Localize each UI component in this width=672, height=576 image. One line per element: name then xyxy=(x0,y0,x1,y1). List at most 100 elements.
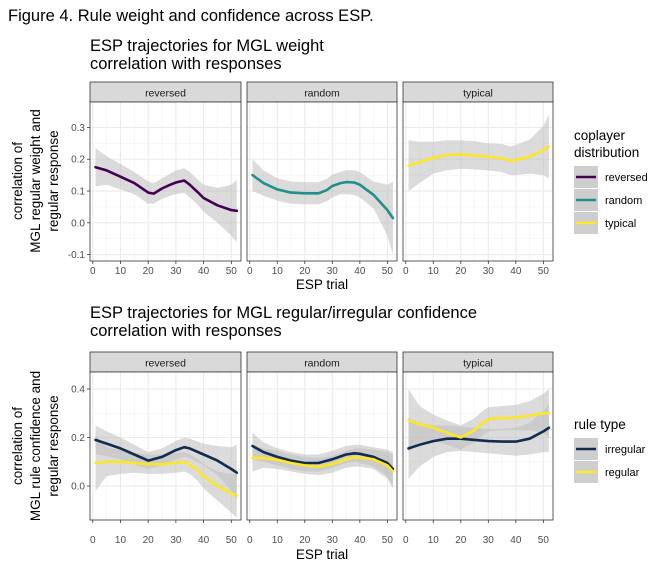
series-line-irregular xyxy=(251,444,395,471)
series-line-random xyxy=(251,173,395,220)
x-tick-label: 40 xyxy=(510,535,522,546)
plot-area xyxy=(251,432,395,489)
chart-title-line: ESP trajectories for MGL weight xyxy=(90,37,324,55)
facet-strip-label: reversed xyxy=(145,358,186,370)
series-line-regular xyxy=(407,411,551,439)
facet-strip-label: random xyxy=(304,358,340,370)
legend-label-typical: typical xyxy=(605,218,636,230)
panel-border xyxy=(89,371,242,521)
plot-area xyxy=(94,148,239,242)
x-tick-label: 40 xyxy=(354,535,366,546)
legend-label-random: random xyxy=(605,195,642,207)
y-axis-label-line: correlation of xyxy=(10,142,25,220)
x-tick-label: 20 xyxy=(455,535,467,546)
y-axis-label-line: MGL regular weight and xyxy=(28,109,43,253)
x-axis-label: ESP trial xyxy=(296,547,348,562)
panel-border xyxy=(246,371,398,521)
chart-2: ESP trajectories for MGL regular/irregul… xyxy=(10,304,646,562)
chart-1: ESP trajectories for MGL weightcorrelati… xyxy=(10,37,648,292)
panel-border xyxy=(402,101,554,262)
facet-random: random 0 10 20 30 40 50 xyxy=(246,351,398,546)
x-tick-label: 10 xyxy=(428,266,440,277)
x-tick-label: 10 xyxy=(115,535,127,546)
legend-title-line: coplayer xyxy=(574,128,626,143)
x-tick-label: 0 xyxy=(247,535,253,546)
chart-title-line: correlation with responses xyxy=(90,55,282,73)
confidence-ribbon-typical xyxy=(408,114,549,191)
chart-title-line: ESP trajectories for MGL regular/irregul… xyxy=(90,304,477,322)
legend-title-line: rule type xyxy=(574,417,626,432)
x-tick-label: 20 xyxy=(455,266,467,277)
y-axis-label-line: regular response xyxy=(46,395,61,496)
y-tick-label: 0.2 xyxy=(71,155,85,166)
legend-title-line: distribution xyxy=(574,145,639,160)
x-tick-label: 20 xyxy=(143,266,155,277)
x-tick-label: 50 xyxy=(382,535,394,546)
panel-background xyxy=(247,372,397,520)
x-tick-label: 30 xyxy=(170,266,182,277)
x-tick-label: 0 xyxy=(90,266,96,277)
series-line-regular xyxy=(251,456,395,473)
y-tick-label: 0.4 xyxy=(71,384,85,395)
y-tick-label: 0.2 xyxy=(71,433,85,444)
chart-title-line: correlation with responses xyxy=(90,322,282,340)
confidence-ribbon-regular xyxy=(408,389,549,453)
y-tick-label: -0.1 xyxy=(68,250,86,261)
panel-border xyxy=(89,101,242,262)
x-tick-label: 30 xyxy=(327,266,339,277)
x-tick-label: 40 xyxy=(198,266,210,277)
panel-border xyxy=(402,371,554,521)
legend: rule type irregular regular xyxy=(574,417,646,483)
series-line-irregular xyxy=(407,426,551,450)
y-axis-label-line: MGL rule confidence and xyxy=(28,371,43,521)
legend-label-irregular: irregular xyxy=(605,444,646,456)
plot-area xyxy=(407,389,551,479)
x-tick-label: 0 xyxy=(247,266,253,277)
facet-reversed: reversed 0 10 20 30 40 50 0.0 0.2 0.4 xyxy=(71,351,242,546)
legend-label-reversed: reversed xyxy=(605,172,648,184)
x-tick-label: 50 xyxy=(382,266,394,277)
x-tick-label: 20 xyxy=(299,535,311,546)
plot-area xyxy=(251,159,395,255)
plot-area xyxy=(94,425,239,518)
x-tick-label: 50 xyxy=(226,535,238,546)
x-tick-label: 10 xyxy=(272,535,284,546)
figure-caption: Figure 4. Rule weight and confidence acr… xyxy=(8,7,374,25)
facet-strip-label: reversed xyxy=(145,88,186,100)
confidence-ribbon-regular xyxy=(95,435,237,518)
y-tick-label: 0.0 xyxy=(71,218,85,229)
y-tick-label: 0.0 xyxy=(71,482,85,493)
x-tick-label: 50 xyxy=(538,266,550,277)
x-tick-label: 40 xyxy=(198,535,210,546)
x-tick-label: 30 xyxy=(327,535,339,546)
facet-reversed: reversed 0 10 20 30 40 50 -0.1 0.0 0.1 0.2 0.3 xyxy=(68,81,242,277)
confidence-ribbon-reversed xyxy=(95,148,237,242)
x-tick-label: 20 xyxy=(299,266,311,277)
plot-area xyxy=(407,114,551,191)
series-line-reversed xyxy=(94,165,239,213)
facet-typical: typical 0 10 20 30 40 50 xyxy=(402,351,554,546)
x-tick-label: 40 xyxy=(510,266,522,277)
x-tick-label: 10 xyxy=(428,535,440,546)
series-line-regular xyxy=(94,460,239,497)
y-axis-label-line: regular response xyxy=(46,130,61,231)
legend: coplayer distribution reversed random typica… xyxy=(574,128,648,234)
facet-strip-label: typical xyxy=(463,358,493,370)
facet-strip-label: typical xyxy=(463,88,493,100)
x-tick-label: 50 xyxy=(538,535,550,546)
x-axis-label: ESP trial xyxy=(296,277,348,292)
x-tick-label: 0 xyxy=(403,266,409,277)
x-tick-label: 50 xyxy=(226,266,238,277)
x-tick-label: 20 xyxy=(143,535,155,546)
panel-background xyxy=(403,102,553,261)
y-axis-label-line: correlation of xyxy=(10,407,25,485)
x-tick-label: 10 xyxy=(272,266,284,277)
facet-strip-label: random xyxy=(304,88,340,100)
facet-random: random 0 10 20 30 40 50 xyxy=(246,81,398,277)
x-tick-label: 30 xyxy=(170,535,182,546)
x-tick-label: 10 xyxy=(115,266,127,277)
y-tick-label: 0.1 xyxy=(71,187,85,198)
x-tick-label: 30 xyxy=(483,535,495,546)
facet-typical: typical 0 10 20 30 40 50 xyxy=(402,81,554,277)
